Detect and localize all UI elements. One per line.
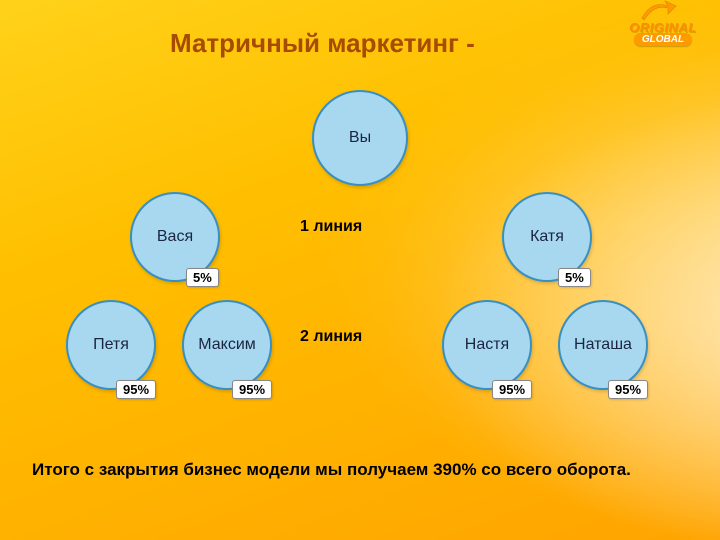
- tree-node-nastya: Настя: [442, 300, 532, 390]
- percentage-badge: 5%: [186, 268, 219, 287]
- page-title: Матричный маркетинг -: [170, 28, 475, 59]
- tree-node-label: Вы: [349, 129, 371, 147]
- tree-node-root: Вы: [312, 90, 408, 186]
- summary-text: Итого с закрытия бизнес модели мы получа…: [32, 460, 631, 480]
- brand-logo: ORIGINAL GLOBAL: [618, 8, 708, 58]
- percentage-badge: 95%: [608, 380, 648, 399]
- percentage-badge: 95%: [492, 380, 532, 399]
- logo-text-global: GLOBAL: [634, 33, 692, 46]
- percentage-badge: 95%: [116, 380, 156, 399]
- tree-node-maksim: Максим: [182, 300, 272, 390]
- percentage-badge: 5%: [558, 268, 591, 287]
- tree-node-label: Наташа: [574, 336, 632, 354]
- tree-node-natasha: Наташа: [558, 300, 648, 390]
- tree-node-label: Катя: [530, 228, 564, 246]
- tree-node-label: Настя: [465, 336, 509, 354]
- percentage-badge: 95%: [232, 380, 272, 399]
- tree-node-petya: Петя: [66, 300, 156, 390]
- tree-node-label: Вася: [157, 228, 193, 246]
- tree-node-label: Петя: [93, 336, 129, 354]
- slide-canvas: ORIGINAL GLOBAL Матричный маркетинг - Вы…: [0, 0, 720, 540]
- line-label-1: 1 линия: [300, 218, 362, 236]
- line-label-2: 2 линия: [300, 328, 362, 346]
- tree-node-label: Максим: [198, 336, 256, 354]
- logo-arrow-icon: [638, 0, 678, 26]
